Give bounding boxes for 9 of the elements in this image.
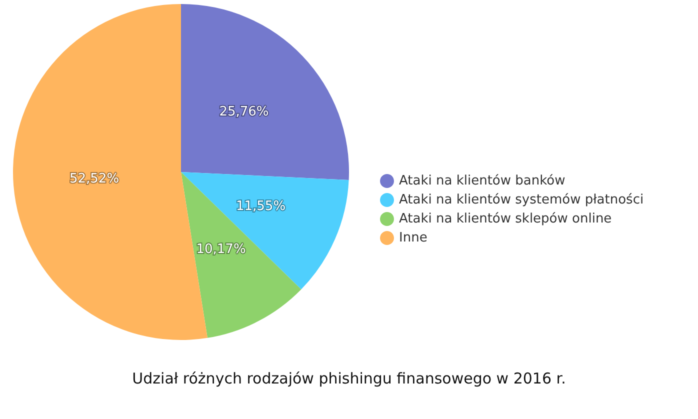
data-label: 52,52% [69, 171, 120, 186]
text: Udział różnych rodzajów phishingu finansowego w 2016 r. [132, 370, 566, 388]
data-label: 11,55% [236, 199, 286, 214]
legend-label: Ataki na klientów sklepów online [399, 212, 612, 226]
legend-label: Inne [399, 230, 428, 246]
data-label: 10,17% [196, 242, 246, 257]
legend-label: Ataki na klientów banków [399, 174, 566, 188]
legend-label: Ataki na klientów systemów płatności [399, 192, 644, 208]
data-label: 25,76% [219, 104, 269, 120]
